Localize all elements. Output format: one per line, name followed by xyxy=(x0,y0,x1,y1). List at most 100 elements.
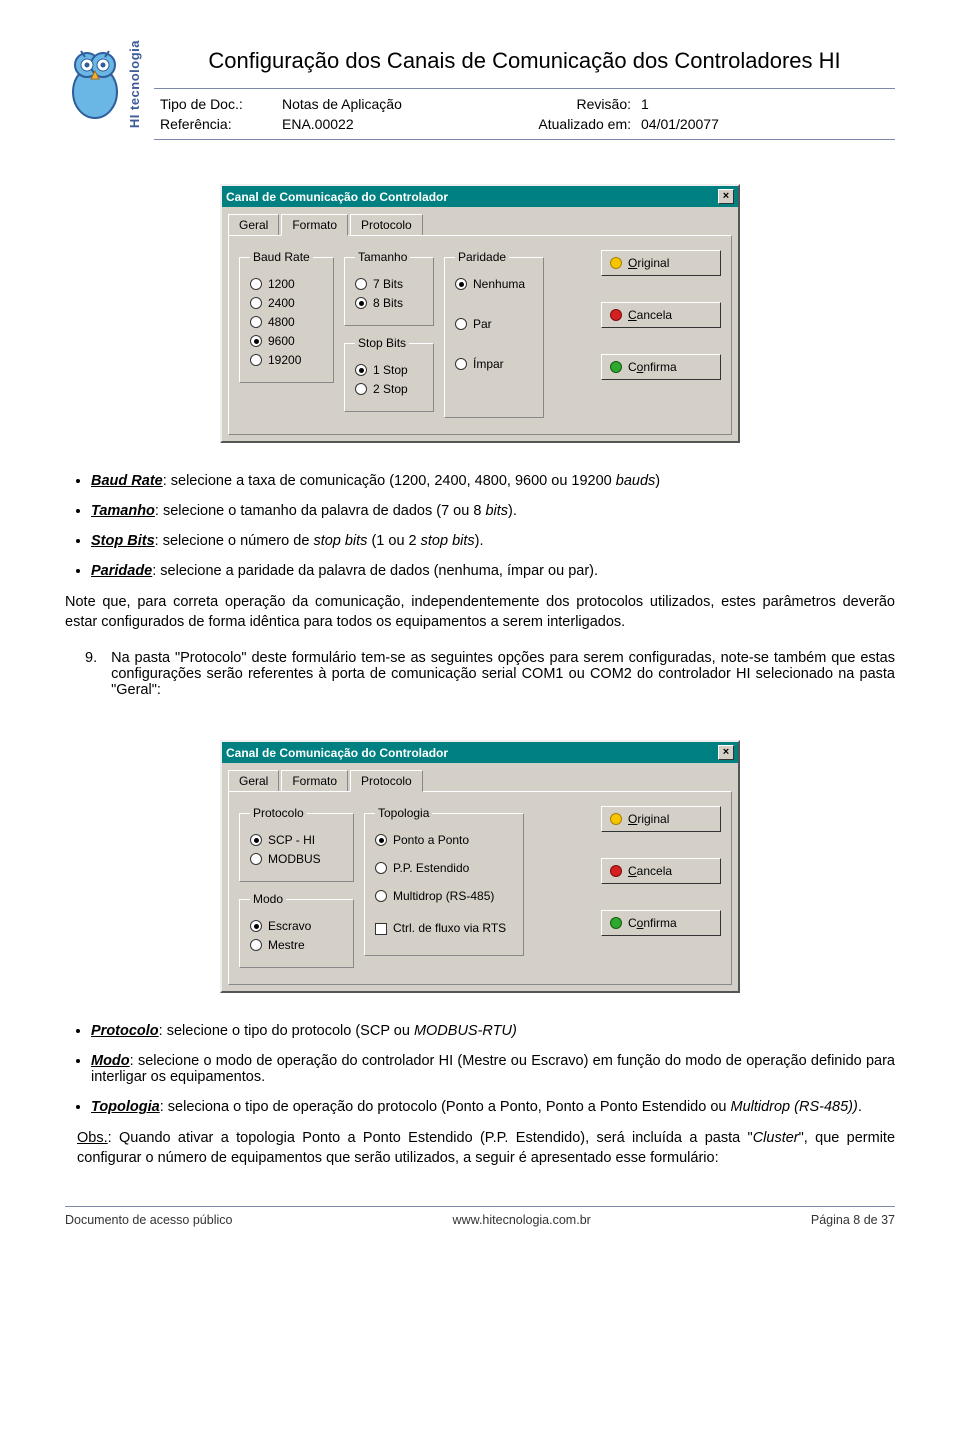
footer-right: Página 8 de 37 xyxy=(811,1213,895,1227)
group-topologia: Topologia Ponto a Ponto P.P. Estendido M… xyxy=(364,806,524,956)
meta-tipo-key: Tipo de Doc.: xyxy=(156,95,276,113)
close-icon[interactable]: × xyxy=(718,189,734,204)
footer-center: www.hitecnologia.com.br xyxy=(453,1213,591,1227)
bullet-list-top: Baud Rate: selecione a taxa de comunicaç… xyxy=(91,473,895,579)
radio-par-impar[interactable]: Ímpar xyxy=(455,357,533,371)
cancel-icon xyxy=(610,309,622,321)
checkbox-ctrl-rts[interactable]: Ctrl. de fluxo via RTS xyxy=(375,921,513,935)
radio-baud-4800[interactable]: 4800 xyxy=(250,315,323,329)
original-button[interactable]: Original xyxy=(601,250,721,276)
dialog-titlebar-2[interactable]: Canal de Comunicação do Controlador × xyxy=(222,742,738,763)
dialog-title: Canal de Comunicação do Controlador xyxy=(226,190,448,204)
radio-topo-pap[interactable]: Ponto a Ponto xyxy=(375,833,513,847)
radio-tam-8[interactable]: 8 Bits xyxy=(355,296,423,310)
tab-geral-2[interactable]: Geral xyxy=(228,770,279,792)
radio-baud-9600[interactable]: 9600 xyxy=(250,334,323,348)
original-icon-2 xyxy=(610,813,622,825)
numbered-item-9: 9. Na pasta "Protocolo" deste formulário… xyxy=(85,650,895,698)
group-stopbits-legend: Stop Bits xyxy=(355,336,409,350)
group-protocolo: Protocolo SCP - HI MODBUS xyxy=(239,806,354,882)
item9-num: 9. xyxy=(85,650,97,698)
radio-par-nenhuma[interactable]: Nenhuma xyxy=(455,277,533,291)
meta-ref-key: Referência: xyxy=(156,115,276,133)
radio-stop-1[interactable]: 1 Stop xyxy=(355,363,423,377)
dialog-titlebar[interactable]: Canal de Comunicação do Controlador × xyxy=(222,186,738,207)
original-label: Original xyxy=(628,256,669,270)
confirm-icon-2 xyxy=(610,917,622,929)
bullet-tamanho: Tamanho: selecione o tamanho da palavra … xyxy=(91,503,895,519)
radio-proto-scp[interactable]: SCP - HI xyxy=(250,833,343,847)
group-protocolo-legend: Protocolo xyxy=(250,806,307,820)
radio-proto-modbus[interactable]: MODBUS xyxy=(250,852,343,866)
bullet-topologia: Topologia: seleciona o tipo de operação … xyxy=(91,1099,895,1115)
bullet-list-bottom: Protocolo: selecione o tipo do protocolo… xyxy=(91,1023,895,1115)
obs-paragraph: Obs.: Quando ativar a topologia Ponto a … xyxy=(77,1129,895,1168)
tab-strip: Geral Formato Protocolo xyxy=(222,207,738,235)
bullet-baud: Baud Rate: selecione a taxa de comunicaç… xyxy=(91,473,895,489)
radio-topo-multi[interactable]: Multidrop (RS-485) xyxy=(375,889,513,903)
group-topologia-legend: Topologia xyxy=(375,806,432,820)
radio-par-par[interactable]: Par xyxy=(455,317,533,331)
meta-rev-key: Revisão: xyxy=(495,95,635,113)
group-tamanho: Tamanho 7 Bits 8 Bits xyxy=(344,250,434,326)
group-modo: Modo Escravo Mestre xyxy=(239,892,354,968)
confirm-label-2: Confirma xyxy=(628,916,677,930)
item9-text: Na pasta "Protocolo" deste formulário te… xyxy=(111,650,895,698)
logo-text: HI tecnologia xyxy=(127,40,142,128)
page-title: Configuração dos Canais de Comunicação d… xyxy=(154,48,895,74)
bullet-paridade: Paridade: selecione a paridade da palavr… xyxy=(91,563,895,579)
footer-left: Documento de acesso público xyxy=(65,1213,232,1227)
meta-upd-key: Atualizado em: xyxy=(495,115,635,133)
original-button-2-interactable[interactable]: Original xyxy=(601,806,721,832)
cancel-icon-2 xyxy=(610,865,622,877)
doc-header: HI tecnologia Configuração dos Canais de… xyxy=(65,40,895,142)
radio-modo-escravo[interactable]: Escravo xyxy=(250,919,343,933)
bullet-modo: Modo: selecione o modo de operação do co… xyxy=(91,1053,895,1085)
header-rule-top xyxy=(154,88,895,89)
owl-logo-icon xyxy=(65,47,125,122)
tab-formato[interactable]: Formato xyxy=(281,214,348,236)
radio-topo-ppe[interactable]: P.P. Estendido xyxy=(375,861,513,875)
original-icon xyxy=(610,257,622,269)
logo-block: HI tecnologia xyxy=(65,40,142,128)
radio-baud-2400[interactable]: 2400 xyxy=(250,296,323,310)
group-paridade-legend: Paridade xyxy=(455,250,509,264)
confirm-label: Confirma xyxy=(628,360,677,374)
meta-ref-val: ENA.00022 xyxy=(278,115,493,133)
group-tamanho-legend: Tamanho xyxy=(355,250,410,264)
bullet-stopbits: Stop Bits: selecione o número de stop bi… xyxy=(91,533,895,549)
doc-meta-table: Tipo de Doc.: Notas de Aplicação Revisão… xyxy=(154,93,895,135)
page-footer: Documento de acesso público www.hitecnol… xyxy=(65,1206,895,1227)
radio-modo-mestre[interactable]: Mestre xyxy=(250,938,343,952)
tab-protocolo[interactable]: Protocolo xyxy=(350,214,423,236)
tab-protocolo-2[interactable]: Protocolo xyxy=(350,770,423,792)
group-paridade: Paridade Nenhuma Par Ímpar xyxy=(444,250,544,418)
cancel-button[interactable]: Cancela xyxy=(601,302,721,328)
tab-strip-2: Geral Formato Protocolo xyxy=(222,763,738,791)
group-stopbits: Stop Bits 1 Stop 2 Stop xyxy=(344,336,434,412)
meta-upd-val: 04/01/20077 xyxy=(637,115,893,133)
tab-formato-2[interactable]: Formato xyxy=(281,770,348,792)
close-icon-2[interactable]: × xyxy=(718,745,734,760)
note-paragraph: Note que, para correta operação da comun… xyxy=(65,593,895,632)
meta-tipo-val: Notas de Aplicação xyxy=(278,95,493,113)
group-modo-legend: Modo xyxy=(250,892,286,906)
confirm-button-2[interactable]: Confirma xyxy=(601,910,721,936)
tab-geral[interactable]: Geral xyxy=(228,214,279,236)
radio-stop-2[interactable]: 2 Stop xyxy=(355,382,423,396)
original-label-2: Original xyxy=(628,812,669,826)
confirm-button[interactable]: Confirma xyxy=(601,354,721,380)
radio-tam-7[interactable]: 7 Bits xyxy=(355,277,423,291)
radio-baud-1200[interactable]: 1200 xyxy=(250,277,323,291)
dialog-formato: Canal de Comunicação do Controlador × Ge… xyxy=(220,184,740,443)
cancel-label: Cancela xyxy=(628,308,672,322)
dialog-protocolo: Canal de Comunicação do Controlador × Ge… xyxy=(220,740,740,993)
radio-baud-19200[interactable]: 19200 xyxy=(250,353,323,367)
header-rule-bottom xyxy=(154,139,895,140)
confirm-icon xyxy=(610,361,622,373)
dialog-title-2: Canal de Comunicação do Controlador xyxy=(226,746,448,760)
cancel-button-2[interactable]: Cancela xyxy=(601,858,721,884)
cancel-label-2: Cancela xyxy=(628,864,672,878)
group-baud-legend: Baud Rate xyxy=(250,250,313,264)
bullet-protocolo: Protocolo: selecione o tipo do protocolo… xyxy=(91,1023,895,1039)
